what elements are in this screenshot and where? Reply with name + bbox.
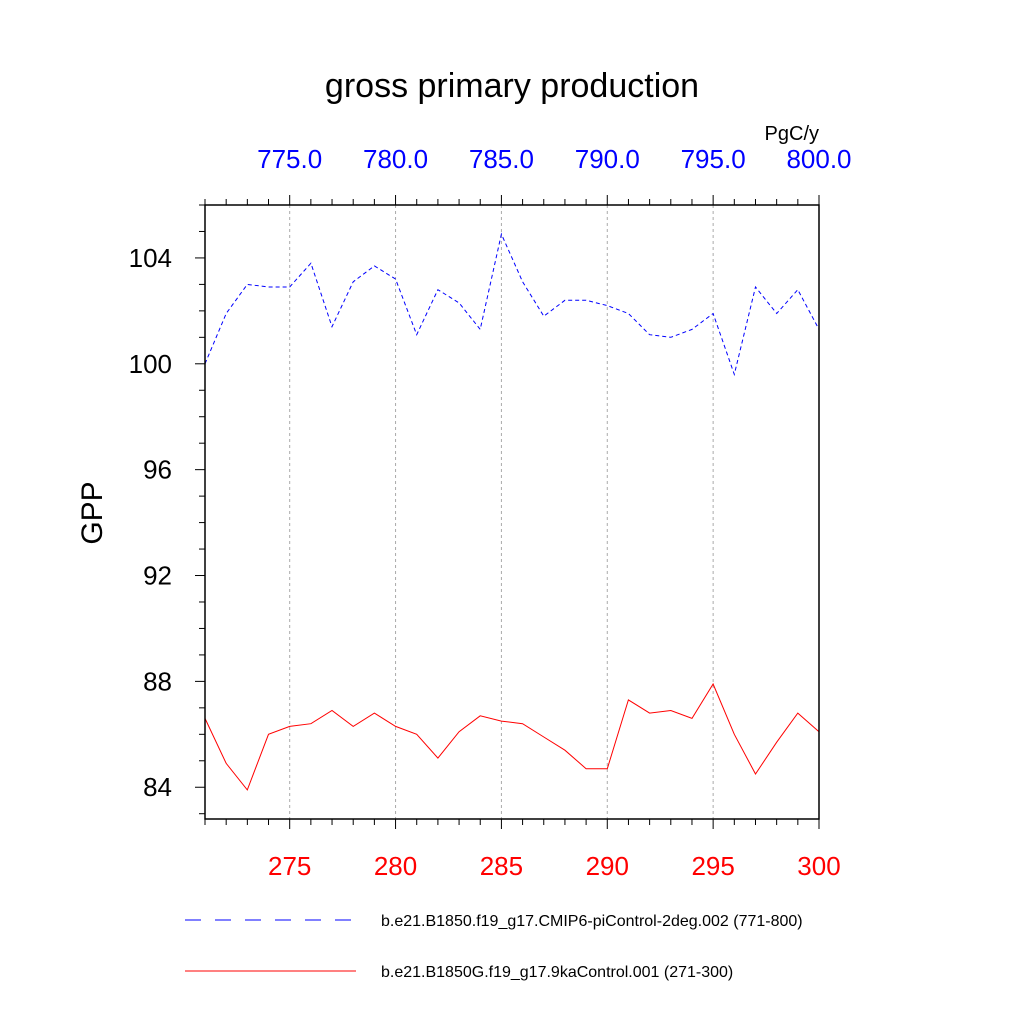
top-axis-tick-label: 780.0 (363, 144, 428, 174)
y-axis-tick-label: 92 (143, 561, 172, 591)
chart-title: gross primary production (325, 67, 699, 105)
bottom-axis-tick-label: 280 (374, 851, 417, 881)
y-axis-tick-label: 88 (143, 666, 172, 696)
series-lines (204, 232, 820, 791)
y-axis-tick-label: 84 (143, 772, 172, 802)
legend-label-9kacontrol: b.e21.B1850G.f19_g17.9kaControl.001 (271… (381, 964, 733, 981)
legend-label-picontrol: b.e21.B1850.f19_g17.CMIP6-piControl-2deg… (381, 913, 803, 930)
y-axis-label: GPP (76, 481, 109, 544)
bottom-axis-tick-label: 295 (691, 851, 734, 881)
y-axis-tick-label: 96 (143, 455, 172, 485)
plot-frame (204, 204, 820, 820)
axes: 275 280 285 290 295 300 775.0 780.0 785.0 790.0 79… (129, 144, 852, 881)
y-axis-tick-label: 100 (129, 349, 172, 379)
bottom-axis-tick-label: 285 (480, 851, 523, 881)
top-axis-tick-label: 775.0 (257, 144, 322, 174)
top-axis-tick-label: 800.0 (786, 144, 851, 174)
legend: b.e21.B1850.f19_g17.CMIP6-piControl-2deg… (185, 913, 803, 981)
top-axis-tick-label: 790.0 (575, 144, 640, 174)
units-label: PgC/y (765, 123, 819, 145)
grid-lines (289, 205, 714, 819)
top-axis-tick-label: 795.0 (681, 144, 746, 174)
y-axis-tick-label: 104 (129, 243, 172, 273)
series-line-picontrol (204, 232, 820, 377)
bottom-axis-tick-label: 275 (268, 851, 311, 881)
series-line-9kacontrol (204, 682, 820, 791)
top-axis-tick-label: 785.0 (469, 144, 534, 174)
bottom-axis-tick-label: 290 (586, 851, 629, 881)
bottom-axis-tick-label: 300 (797, 851, 840, 881)
